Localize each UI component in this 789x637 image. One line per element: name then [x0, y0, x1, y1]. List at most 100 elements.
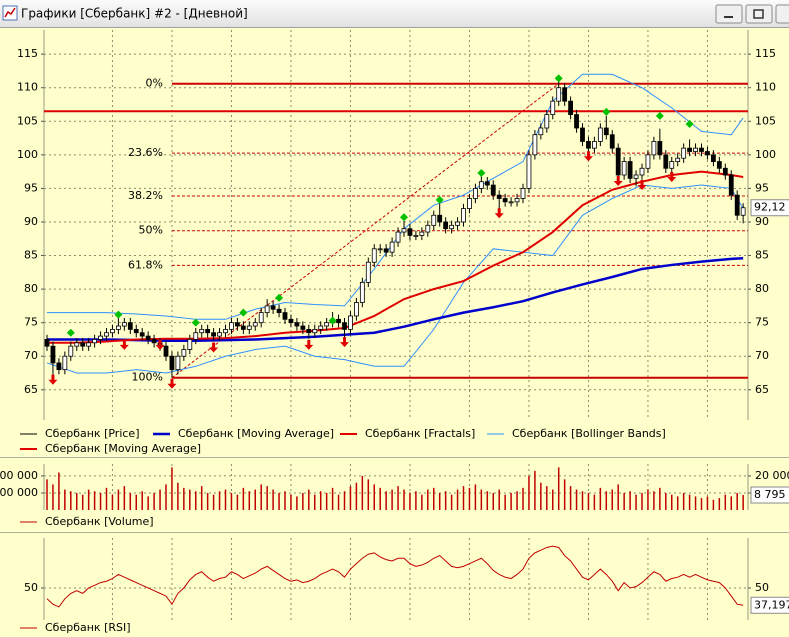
candle-body: [359, 281, 365, 303]
y2-tick-label: 70: [755, 349, 769, 362]
fractal-up: [685, 119, 694, 128]
candle-body: [639, 167, 645, 176]
candle-body: [574, 114, 579, 129]
candle-body: [389, 241, 395, 253]
candle-body: [205, 328, 211, 334]
candle-body: [413, 235, 419, 237]
fractal-up: [554, 74, 563, 83]
candle-body: [342, 322, 347, 330]
candle-body: [663, 154, 669, 169]
candle-body: [240, 325, 246, 330]
last-value-label: 37,1975: [754, 598, 789, 611]
candle-body: [229, 322, 234, 330]
candle-body: [722, 167, 728, 176]
candle-body: [181, 349, 187, 357]
y-tick-label: 65: [24, 383, 38, 396]
candle-body: [699, 147, 704, 152]
candle-body: [86, 342, 92, 347]
legend-label: Сбербанк [RSI]: [45, 621, 131, 634]
y2-tick-label: 115: [755, 47, 776, 60]
candle-body: [365, 261, 371, 283]
fractal-up: [114, 310, 123, 319]
candle-body: [597, 127, 603, 142]
candle-body: [490, 184, 496, 196]
candle-body: [300, 325, 306, 330]
candle-body: [62, 355, 68, 371]
candle-body: [92, 339, 97, 344]
fractal-up: [191, 318, 200, 327]
fractal-up: [602, 107, 611, 116]
candle-body: [502, 198, 508, 203]
plot-area: [44, 73, 748, 389]
candle-body: [580, 127, 585, 142]
candle-body: [627, 161, 633, 179]
candle-body: [609, 134, 615, 149]
candle-body: [163, 345, 169, 357]
y-tick-label: 115: [17, 47, 38, 60]
plot-area: [46, 467, 744, 510]
fractal-up: [400, 213, 408, 222]
fractal-up: [239, 308, 248, 317]
candle-body: [312, 328, 318, 334]
candle-body: [556, 87, 562, 102]
y-tick-label: 70: [24, 349, 38, 362]
candle-body: [116, 325, 121, 330]
candle-body: [449, 224, 455, 230]
candle-body: [56, 362, 62, 371]
candle-body: [693, 147, 698, 152]
y-tick-label: 80: [24, 282, 38, 295]
candle-body: [740, 207, 746, 216]
fractal-up: [328, 316, 337, 325]
candle-body: [353, 302, 359, 317]
fib-level-label: 38.2%: [128, 189, 163, 202]
candle-body: [294, 322, 300, 327]
candle-body: [455, 221, 460, 226]
legend-label: Сбербанк [Moving Average]: [45, 442, 201, 455]
candle-body: [443, 221, 449, 230]
candle-body: [437, 214, 443, 223]
fractal-down: [155, 339, 165, 350]
last-value-box: [750, 486, 789, 504]
candle-body: [223, 328, 228, 334]
fractal-down: [340, 337, 349, 348]
rsi-line: [46, 545, 744, 608]
y2-tick-label: 100: [755, 148, 776, 161]
y-tick-label: 75: [24, 316, 38, 329]
fib-level-label: 0%: [145, 77, 162, 90]
candle-body: [562, 87, 568, 102]
candle-body: [211, 332, 217, 337]
candle-body: [657, 141, 663, 156]
fractal-down: [613, 176, 623, 187]
y-tick-label: 50: [24, 581, 38, 594]
maximize-button[interactable]: [745, 4, 773, 24]
candle-body: [592, 141, 597, 149]
candle-body: [526, 154, 532, 189]
candle-body: [568, 100, 573, 115]
candle-body: [669, 161, 675, 169]
candle-body: [50, 345, 56, 364]
candle-body: [520, 188, 526, 199]
candle-body: [514, 198, 520, 203]
candle-body: [371, 248, 377, 263]
fractal-down: [119, 339, 129, 350]
candle-body: [711, 154, 716, 162]
y-tick-label: 10 000 000: [0, 486, 38, 499]
y-tick-label: 20 000 000: [0, 469, 38, 482]
close-button[interactable]: [775, 4, 789, 24]
moving-average: [47, 256, 744, 343]
candle-body: [508, 201, 514, 204]
candle-body: [121, 322, 127, 327]
fractal-down: [167, 378, 177, 389]
candle-body: [651, 141, 657, 156]
window-icon: [2, 5, 18, 21]
candle-body: [104, 332, 109, 337]
candle-body: [633, 174, 639, 179]
y2-tick-label: 80: [755, 282, 769, 295]
fib-level-label: 100%: [131, 371, 162, 384]
candle-body: [681, 147, 687, 159]
candle-body: [728, 174, 734, 196]
minimize-button[interactable]: [715, 4, 743, 24]
fractal-down: [48, 374, 58, 385]
